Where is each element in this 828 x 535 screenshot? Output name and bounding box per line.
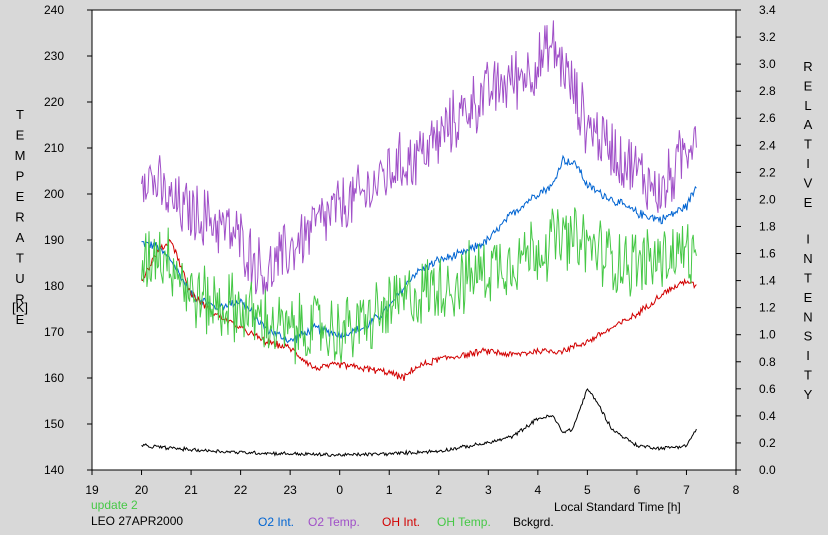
legend-entry: OH Int.: [382, 515, 420, 529]
x-tick-label: 1: [386, 483, 393, 497]
axis-label-letter: A: [804, 117, 813, 132]
right-tick-label: 1.2: [759, 301, 776, 315]
right-tick-label: 1.6: [759, 247, 776, 261]
axis-label-letter: E: [16, 189, 25, 204]
right-tick-label: 0.6: [759, 382, 776, 396]
axis-label-letter: E: [16, 128, 25, 143]
axis-label-letter: L: [804, 98, 811, 113]
axis-label-letter: N: [803, 251, 812, 266]
right-tick-label: 0.2: [759, 436, 776, 450]
left-tick-label: 230: [44, 49, 64, 63]
x-tick-label: 23: [283, 483, 297, 497]
left-axis-unit: [K]: [12, 300, 28, 315]
left-tick-label: 220: [44, 95, 64, 109]
legend-entry: OH Temp.: [437, 515, 491, 529]
left-tick-label: 140: [44, 463, 64, 477]
x-tick-label: 8: [733, 483, 740, 497]
left-tick-label: 180: [44, 279, 64, 293]
axis-label-letter: I: [806, 232, 810, 247]
axis-label-letter: I: [806, 348, 810, 363]
right-tick-label: 2.0: [759, 192, 776, 206]
station-annotation: LEO 27APR2000: [91, 514, 183, 528]
axis-label-letter: T: [16, 251, 24, 266]
right-tick-label: 2.4: [759, 138, 776, 152]
right-tick-label: 2.8: [759, 84, 776, 98]
x-tick-label: 0: [336, 483, 343, 497]
right-axis: 0.0 0.2 0.4 0.6 0.8 1.0 1.2 1.4 1.6 1.8 2.0 2.2 2.4 2…: [736, 3, 776, 477]
left-tick-label: 240: [44, 3, 64, 17]
right-tick-label: 3.2: [759, 30, 776, 44]
right-tick-label: 3.4: [759, 3, 776, 17]
x-tick-label: 7: [683, 483, 690, 497]
axis-label-letter: Y: [804, 387, 813, 402]
axis-label-letter: R: [15, 292, 24, 307]
right-tick-label: 2.6: [759, 111, 776, 125]
x-tick-label: 22: [234, 483, 248, 497]
legend-entry: O2 Temp.: [308, 515, 360, 529]
right-tick-label: 3.0: [759, 57, 776, 71]
legend-entry: O2 Int.: [258, 515, 294, 529]
series-line: [141, 154, 697, 344]
right-tick-label: 2.2: [759, 165, 776, 179]
left-axis: 140 150 160 170 180 190 200 210 220 230 240: [44, 3, 92, 477]
axis-label-letter: E: [804, 195, 813, 210]
left-tick-label: 170: [44, 325, 64, 339]
axis-label-letter: R: [803, 59, 812, 74]
right-tick-label: 0.4: [759, 409, 776, 423]
axis-label-letter: A: [16, 230, 25, 245]
plot-frame: [91, 9, 737, 471]
x-tick-label: 20: [135, 483, 149, 497]
x-tick-label: 19: [85, 483, 99, 497]
axis-label-letter: P: [16, 169, 25, 184]
x-tick-label: 6: [634, 483, 641, 497]
right-tick-label: 0.8: [759, 355, 776, 369]
left-tick-label: 210: [44, 141, 64, 155]
axis-label-letter: N: [803, 309, 812, 324]
axis-label-letter: U: [15, 271, 24, 286]
right-tick-label: 1.4: [759, 274, 776, 288]
series-line: [141, 207, 697, 365]
axis-label-letter: M: [15, 148, 26, 163]
axis-label-letter: S: [804, 329, 813, 344]
left-tick-label: 200: [44, 187, 64, 201]
x-tick-label: 4: [535, 483, 542, 497]
left-tick-label: 160: [44, 371, 64, 385]
right-tick-label: 0.0: [759, 463, 776, 477]
x-axis-label: Local Standard Time [h]: [554, 500, 681, 514]
update-annotation: update 2: [91, 498, 138, 512]
right-tick-label: 1.0: [759, 328, 776, 342]
axis-label-letter: R: [15, 210, 24, 225]
right-tick-label: 1.8: [759, 219, 776, 233]
left-tick-label: 150: [44, 417, 64, 431]
axis-label-letter: V: [804, 175, 813, 190]
legend: O2 Int. O2 Temp. OH Int. OH Temp. Bckgrd.: [258, 515, 554, 529]
axis-label-letter: T: [804, 367, 812, 382]
x-axis: 19 20 21 22 23 0 1 2 3 4 5 6 7 8: [85, 470, 740, 497]
axis-label-letter: T: [804, 270, 812, 285]
series-layer: [141, 20, 697, 457]
x-tick-label: 2: [435, 483, 442, 497]
left-tick-label: 190: [44, 233, 64, 247]
axis-label-letter: E: [804, 78, 813, 93]
series-line: [141, 20, 697, 295]
axis-label-letter: E: [16, 312, 25, 327]
x-tick-label: 5: [584, 483, 591, 497]
axis-label-letter: T: [16, 107, 24, 122]
series-line: [141, 388, 697, 457]
axis-label-letter: T: [804, 137, 812, 152]
axis-label-letter: E: [804, 290, 813, 305]
x-tick-label: 3: [485, 483, 492, 497]
axis-label-letter: I: [806, 156, 810, 171]
x-tick-label: 21: [184, 483, 198, 497]
legend-entry: Bckgrd.: [513, 515, 554, 529]
